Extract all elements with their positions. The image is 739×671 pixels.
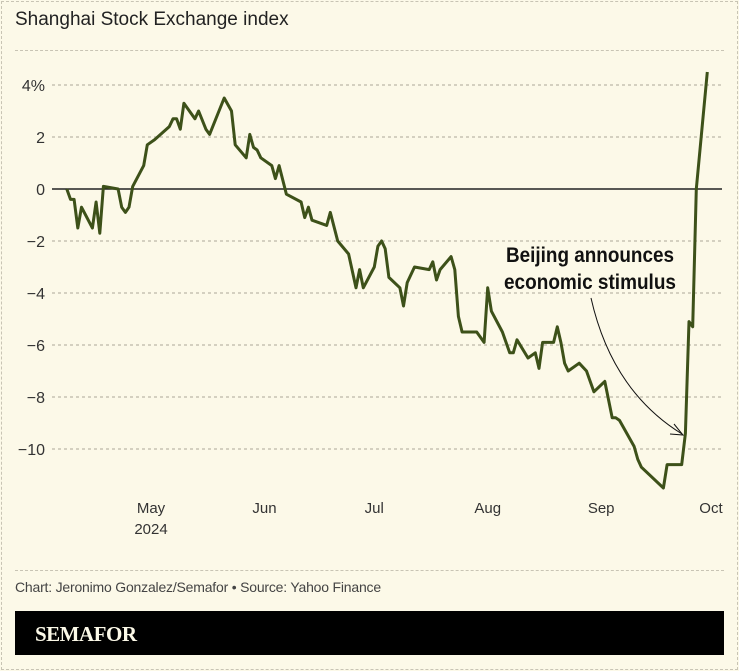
y-tick-label: 0 <box>36 182 45 199</box>
source-credit: Chart: Jeronimo Gonzalez/Semafor • Sourc… <box>15 579 381 595</box>
title-divider <box>15 50 724 51</box>
annotation-arrow <box>590 297 683 435</box>
annotation-arrowhead <box>669 423 685 436</box>
series-line <box>65 71 709 490</box>
x-tick-label: Aug <box>474 500 501 517</box>
y-axis-labels: 4% 2 0 −2 −4 −6 −8 −10 <box>18 78 45 459</box>
y-tick-label: 4% <box>22 78 45 95</box>
annotation-line-2: economic stimulus <box>504 271 676 294</box>
y-tick-label: −2 <box>27 234 45 251</box>
chart-title: Shanghai Stock Exchange index <box>15 9 289 30</box>
semafor-logo: SEMAFOR <box>35 622 137 646</box>
annotation-line-1: Beijing announces <box>506 244 674 267</box>
y-tick-label: 2 <box>36 130 45 147</box>
line-chart: 4% 2 0 −2 −4 −6 −8 −10 May 2024 Jun Jul Aug Sep Oct B… <box>18 71 723 538</box>
x-tick-label: Jun <box>252 500 276 517</box>
gridlines <box>52 84 722 450</box>
x-tick-label: Jul <box>365 500 384 517</box>
y-tick-label: −4 <box>27 286 45 303</box>
x-tick-label: May <box>137 500 166 517</box>
y-tick-label: −6 <box>27 338 45 355</box>
x-axis-labels: May 2024 Jun Jul Aug Sep Oct <box>134 500 723 538</box>
x-tick-sublabel: 2024 <box>134 521 167 538</box>
y-tick-label: −10 <box>18 442 45 459</box>
annotation: Beijing announces economic stimulus <box>504 244 685 436</box>
brand-bar: SEMAFOR <box>15 611 724 655</box>
x-tick-label: Oct <box>699 500 723 517</box>
y-tick-label: −8 <box>27 390 45 407</box>
footer-divider <box>15 570 724 571</box>
x-tick-label: Sep <box>588 500 615 517</box>
